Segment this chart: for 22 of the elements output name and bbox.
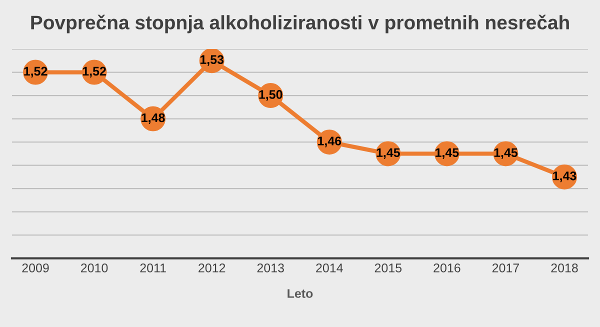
data-label: 1,50 bbox=[259, 90, 282, 101]
x-tick-label: 2015 bbox=[374, 264, 402, 272]
x-tick-label: 2013 bbox=[257, 264, 284, 272]
x-tick-label: 2014 bbox=[316, 264, 343, 272]
x-tick-label: 2009 bbox=[22, 264, 49, 272]
data-label: 1,52 bbox=[24, 66, 48, 78]
data-label: 1,48 bbox=[142, 113, 165, 124]
chart-title: Povprečna stopnja alkoholiziranosti v prometnih nesrečah bbox=[31, 14, 569, 34]
data-label: 1,46 bbox=[318, 136, 342, 148]
x-tick-label: 2010 bbox=[81, 264, 108, 272]
data-label: 1,52 bbox=[82, 66, 106, 78]
x-axis-title: Leto bbox=[288, 289, 313, 298]
x-tick-label: 2017 bbox=[492, 264, 519, 272]
x-tick-label: 2018 bbox=[551, 264, 578, 272]
x-tick-label: 2016 bbox=[434, 264, 460, 272]
data-label: 1,53 bbox=[200, 55, 224, 66]
data-label: 1,45 bbox=[436, 148, 459, 159]
x-tick-label: 2011 bbox=[140, 264, 166, 272]
data-label: 1,45 bbox=[494, 148, 518, 159]
data-label: 1,43 bbox=[553, 171, 576, 182]
data-label: 1,45 bbox=[376, 148, 400, 159]
x-tick-label: 2012 bbox=[198, 264, 226, 272]
